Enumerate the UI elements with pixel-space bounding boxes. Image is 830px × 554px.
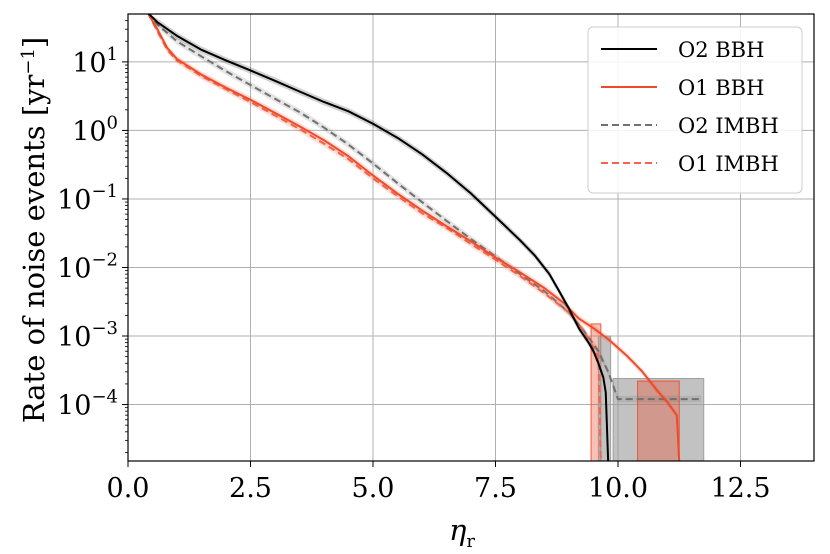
x-tick-label: 10.0 — [588, 473, 648, 504]
series-line-o1-bbh — [147, 14, 681, 461]
x-tick-label: 2.5 — [229, 473, 272, 504]
y-tick-label: 10−1 — [57, 181, 118, 216]
legend-label: O2 IMBH — [678, 114, 779, 138]
y-tick-label: 10−4 — [57, 387, 118, 422]
plot-frame — [127, 13, 815, 462]
uncertainty-band — [637, 380, 680, 461]
legend: O2 BBH O1 BBH O2 IMBH O1 IMBH — [587, 26, 803, 194]
legend-label: O1 IMBH — [678, 152, 779, 176]
series-line-o2-imbh — [147, 14, 702, 401]
legend-label: O1 BBH — [678, 76, 764, 100]
legend-box — [587, 26, 803, 194]
series-band — [148, 14, 702, 403]
series-line-o2-bbh — [147, 14, 610, 461]
y-axis-ticks: 101 100 10−1 10−2 10−3 10−4 — [57, 20, 128, 453]
series-lines — [147, 14, 702, 461]
y-tick-label: 100 — [72, 112, 118, 147]
x-axis-label: ηr — [449, 513, 475, 552]
y-tick-label: 10−2 — [57, 249, 118, 284]
x-tick-label: 0.0 — [107, 473, 150, 504]
y-tick-label: 10−3 — [57, 318, 118, 353]
x-axis-ticks: 0.0 2.5 5.0 7.5 10.0 12.5 — [107, 461, 771, 504]
legend-label: O2 BBH — [678, 38, 764, 62]
y-axis-label: Rate of noise events [yr−1] — [17, 37, 51, 423]
x-tick-label: 12.5 — [710, 473, 770, 504]
y-tick-label: 101 — [72, 44, 118, 79]
x-tick-label: 7.5 — [474, 473, 517, 504]
x-tick-label: 5.0 — [352, 473, 395, 504]
